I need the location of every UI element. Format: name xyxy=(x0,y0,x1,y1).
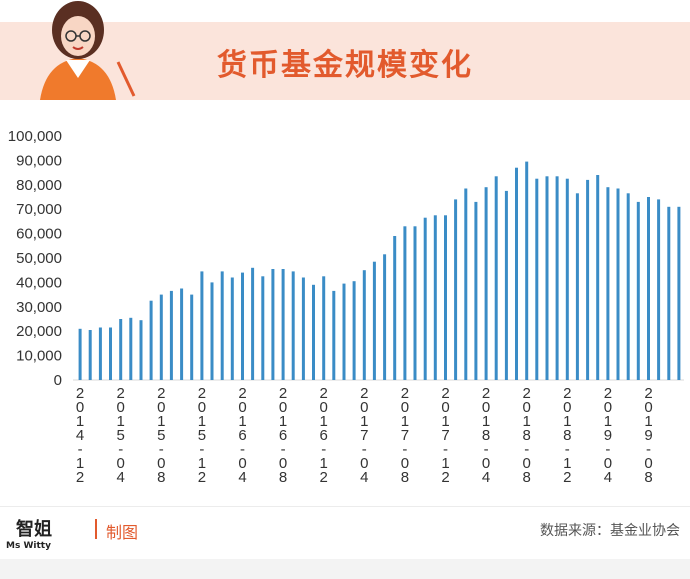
bar-2018-04 xyxy=(484,187,488,380)
bar-2017-05 xyxy=(372,261,376,380)
bar-2015-11 xyxy=(190,294,194,380)
y-tick-label: 80,000 xyxy=(16,177,62,194)
brand-logo-sub: Ms Witty xyxy=(6,541,51,551)
bar-2017-03 xyxy=(352,281,356,380)
bar-2016-04 xyxy=(241,272,244,380)
bar-2017-04 xyxy=(362,270,366,380)
bar-2015-06 xyxy=(139,320,143,380)
bar-2017-06 xyxy=(383,254,387,380)
y-tick-label: 50,000 xyxy=(16,250,62,267)
bar-2019-06 xyxy=(626,193,630,380)
bar-2015-07 xyxy=(149,300,153,380)
brand-logo-icon: 智姐 Ms Witty xyxy=(6,518,52,551)
x-tick-label: 2 0 1 8 -0 8 xyxy=(523,385,531,486)
bar-2019-11 xyxy=(677,206,681,380)
made-label: 制图 xyxy=(106,523,139,542)
bar-2016-05 xyxy=(251,267,255,380)
brand-logo-text: 智姐 xyxy=(16,518,52,540)
bar-2019-10 xyxy=(667,206,671,380)
bar-2015-02 xyxy=(98,327,102,380)
bar-2015-08 xyxy=(159,294,163,380)
x-tick-label: 2 0 1 6 -1 2 xyxy=(320,385,328,486)
bar-2018-12 xyxy=(565,178,569,380)
bar-2019-09 xyxy=(657,199,661,380)
x-tick-label: 2 0 1 4 -1 2 xyxy=(76,385,84,486)
bar-2017-10 xyxy=(423,217,427,380)
footer-divider xyxy=(0,506,690,507)
x-tick-label: 2 0 1 6 -0 4 xyxy=(238,385,246,486)
y-tick-label: 60,000 xyxy=(16,226,62,243)
source-label: 数据来源：基金业协会 xyxy=(540,523,680,539)
x-tick-label: 2 0 1 5 -1 2 xyxy=(198,385,206,486)
footer-separator xyxy=(95,519,97,539)
bar-2017-09 xyxy=(413,226,417,380)
bar-2016-06 xyxy=(261,276,265,380)
bar-2017-07 xyxy=(393,236,397,380)
bar-2016-10 xyxy=(301,277,305,380)
bar-2016-07 xyxy=(271,269,275,380)
title-banner xyxy=(0,22,690,100)
bar-2018-07 xyxy=(515,167,518,380)
page-title: 货币基金规模变化 xyxy=(217,48,473,83)
y-tick-label: 0 xyxy=(54,372,62,389)
bar-2016-08 xyxy=(281,269,285,380)
y-tick-label: 100,000 xyxy=(8,128,62,145)
bottom-strip xyxy=(0,559,690,579)
bar-2018-10 xyxy=(545,176,549,380)
y-tick-label: 70,000 xyxy=(16,201,62,218)
x-tick-label: 2 0 1 7 -1 2 xyxy=(441,385,449,486)
bar-chart: 0 10,000 20,000 30,000 40,000 50,000 60,000 70,… xyxy=(8,128,684,486)
bar-2016-11 xyxy=(312,284,315,380)
bar-2018-06 xyxy=(504,190,508,380)
x-tick-label: 2 0 1 5 -0 4 xyxy=(117,385,125,486)
bar-2017-01 xyxy=(332,290,336,380)
bar-2019-02 xyxy=(586,179,590,380)
bar-2016-03 xyxy=(230,277,234,380)
x-tick-label: 2 0 1 8 -0 4 xyxy=(482,385,490,486)
bar-2019-05 xyxy=(616,188,620,380)
y-tick-label: 10,000 xyxy=(16,348,62,365)
bar-2016-02 xyxy=(220,271,224,380)
y-tick-label: 30,000 xyxy=(16,299,62,316)
bar-2019-08 xyxy=(647,197,650,380)
bar-2015-01 xyxy=(88,330,92,380)
bar-2016-12 xyxy=(322,276,326,380)
bar-2018-08 xyxy=(525,161,529,380)
bar-2015-09 xyxy=(169,290,173,380)
x-tick-label: 2 0 1 6 -0 8 xyxy=(279,385,287,486)
bar-2018-11 xyxy=(555,176,559,380)
bar-2015-04 xyxy=(119,319,123,380)
x-tick-label: 2 0 1 9 -0 4 xyxy=(604,385,612,486)
bar-2015-05 xyxy=(129,317,133,380)
bar-2019-07 xyxy=(636,201,640,380)
bar-2018-05 xyxy=(494,176,498,380)
bar-2018-02 xyxy=(464,188,468,380)
bar-2017-08 xyxy=(403,226,407,380)
bar-2016-01 xyxy=(210,282,214,380)
bar-2018-01 xyxy=(454,199,458,380)
y-tick-label: 20,000 xyxy=(16,323,62,340)
y-tick-label: 40,000 xyxy=(16,274,62,291)
footer: 智姐 Ms Witty 制图 数据来源：基金业协会 xyxy=(0,507,690,559)
cartoon-avatar-icon xyxy=(40,1,136,100)
x-tick-label: 2 0 1 7 -0 4 xyxy=(360,385,368,486)
x-tick-label: 2 0 1 8 -1 2 xyxy=(563,385,571,486)
bar-2018-09 xyxy=(535,178,539,380)
bar-2015-03 xyxy=(109,327,112,380)
bar-2019-03 xyxy=(596,175,600,380)
bar-2019-01 xyxy=(575,193,579,380)
x-tick-label: 2 0 1 5 -0 8 xyxy=(157,385,165,486)
bar-2015-12 xyxy=(200,271,204,380)
x-tick-label: 2 0 1 7 -0 8 xyxy=(401,385,409,486)
bar-2018-03 xyxy=(474,201,478,380)
y-tick-label: 90,000 xyxy=(16,152,62,169)
bar-2014-12 xyxy=(78,328,82,380)
bar-2017-11 xyxy=(433,215,437,380)
bar-2017-02 xyxy=(342,283,346,380)
bar-2019-04 xyxy=(606,187,610,380)
bar-2016-09 xyxy=(291,271,295,380)
bar-2015-10 xyxy=(180,288,184,380)
x-tick-label: 2 0 1 9 -0 8 xyxy=(644,385,652,486)
bar-2017-12 xyxy=(444,215,447,380)
